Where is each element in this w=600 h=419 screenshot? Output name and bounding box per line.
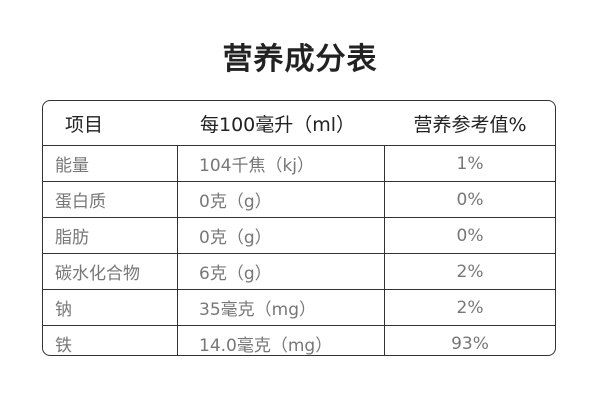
nutrition-table: 项目 每100毫升（ml） 营养参考值% 能量 104千焦（kj） 1% 蛋白质… <box>42 100 556 356</box>
nutrient-amount: 14.0毫克（mg） <box>178 326 385 355</box>
header-item: 项目 <box>65 113 104 136</box>
nutrient-nrv: 2% <box>456 297 484 318</box>
table-row: 蛋白质 0克（g） 0% <box>43 181 555 217</box>
nutrient-name: 脂肪 <box>43 218 178 253</box>
table-row: 脂肪 0克（g） 0% <box>43 217 555 253</box>
nutrient-name: 碳水化合物 <box>43 254 178 289</box>
nutrient-nrv: 1% <box>456 153 484 174</box>
nutrient-name: 能量 <box>43 146 178 181</box>
nutrient-amount: 6克（g） <box>178 254 385 289</box>
nutrient-nrv: 2% <box>456 261 484 282</box>
table-row: 碳水化合物 6克（g） 2% <box>43 253 555 289</box>
table-row: 铁 14.0毫克（mg） 93% <box>43 325 555 355</box>
table-row: 能量 104千焦（kj） 1% <box>43 145 555 181</box>
nutrient-nrv: 0% <box>456 189 484 210</box>
nutrient-nrv: 0% <box>456 225 484 246</box>
header-nrv: 营养参考值% <box>413 113 527 136</box>
nutrient-amount: 0克（g） <box>178 182 385 217</box>
nutrient-name: 铁 <box>43 326 178 355</box>
nutrient-amount: 0克（g） <box>178 218 385 253</box>
page-title: 营养成分表 <box>222 42 378 77</box>
nutrient-name: 钠 <box>43 290 178 325</box>
table-header-row: 项目 每100毫升（ml） 营养参考值% <box>43 101 555 145</box>
nutrient-amount: 104千焦（kj） <box>178 146 385 181</box>
nutrient-name: 蛋白质 <box>43 182 178 217</box>
nutrient-nrv: 93% <box>451 333 489 354</box>
header-per-100ml: 每100毫升（ml） <box>200 113 356 136</box>
nutrient-amount: 35毫克（mg） <box>178 290 385 325</box>
table-row: 钠 35毫克（mg） 2% <box>43 289 555 325</box>
